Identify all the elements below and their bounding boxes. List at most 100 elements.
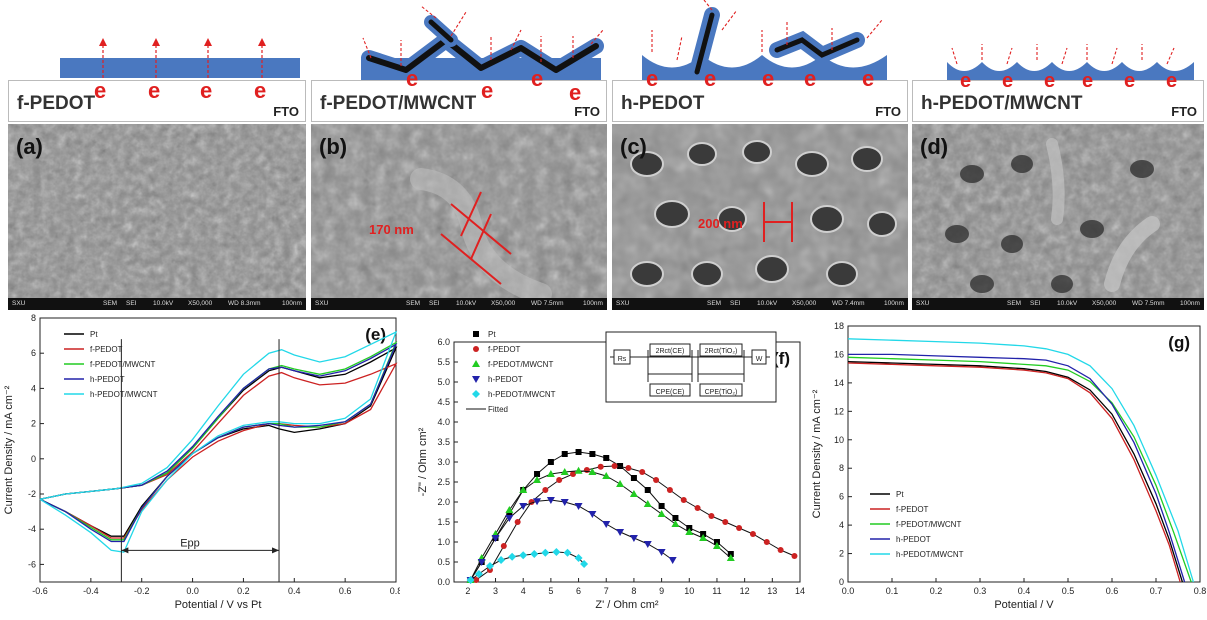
x-tick-label: 0.5: [1062, 586, 1075, 596]
circuit-label: W: [756, 356, 763, 363]
series-line-h-pedot: [39, 342, 398, 543]
electron-label: e: [94, 78, 107, 103]
electron-label: e: [762, 66, 775, 91]
electron-arrows: [651, 0, 883, 61]
electron-label: e: [531, 66, 544, 91]
y-tick-label: 1.0: [437, 537, 450, 547]
sem-footer-text: SEI: [730, 300, 741, 307]
data-point: [668, 557, 677, 564]
data-point: [671, 520, 680, 527]
sem-footer-text: 10.0kV: [153, 300, 174, 307]
schematic-h-pedot-mwcnt: h-PEDOT/MWCNT FTO e e e e e e: [912, 0, 1204, 124]
y-tick-label: 5.0: [437, 377, 450, 387]
data-point: [617, 463, 624, 469]
y-tick-label: 4: [31, 383, 36, 393]
data-point: [672, 515, 679, 521]
panel-title: f-PEDOT/MWCNT: [320, 93, 477, 114]
x-tick-label: 14: [795, 586, 805, 596]
y-tick-label: 12: [834, 406, 844, 416]
film-diagram: [361, 5, 604, 80]
data-point: [563, 548, 572, 557]
sem-texture: [8, 124, 306, 310]
data-point: [556, 477, 563, 483]
x-tick-label: 0.6: [339, 586, 352, 596]
legend-label: Pt: [896, 490, 904, 499]
electron-label: e: [148, 78, 161, 103]
film-layer: [947, 62, 1194, 80]
legend-label: f-PEDOT/MWCNT: [90, 360, 155, 369]
y-tick-label: 2: [839, 549, 844, 559]
electron-label: e: [1044, 70, 1056, 92]
legend-label: h-PEDOT: [488, 375, 523, 384]
data-point: [533, 476, 542, 483]
x-tick-label: 13: [767, 586, 777, 596]
data-point: [530, 550, 539, 558]
data-point: [474, 570, 483, 578]
x-tick-label: 5: [548, 586, 553, 596]
y-tick-label: 6: [839, 492, 844, 502]
data-point: [519, 551, 528, 560]
x-tick-label: 4: [521, 586, 526, 596]
sem-footer: SXU SEM SEI 10.0kV X50,000 WD 8.3mm 100n…: [8, 298, 306, 310]
data-point: [791, 553, 798, 559]
sem-footer-text: SXU: [315, 300, 329, 307]
x-tick-label: 0.6: [1106, 586, 1119, 596]
measure-lines: [763, 202, 793, 242]
data-point: [616, 529, 625, 536]
film-diagram: [642, 0, 887, 80]
y-tick-label: 0.5: [437, 557, 450, 567]
sem-footer-text: 100nm: [1180, 300, 1200, 307]
x-tick-label: 0.2: [237, 586, 250, 596]
circuit-element: [649, 343, 691, 357]
y-tick-label: 16: [834, 349, 844, 359]
electron-arrows: [951, 44, 1175, 65]
electron-label: e: [481, 78, 494, 103]
data-point: [534, 471, 541, 477]
data-point: [574, 554, 583, 562]
data-point: [666, 487, 673, 493]
schematic-h-pedot: h-PEDOT FTO e e e e e: [612, 0, 908, 124]
legend-label: h-PEDOT: [90, 375, 125, 384]
pores: [945, 155, 1154, 293]
data-point: [473, 577, 480, 583]
legend-label: f-PEDOT: [488, 345, 521, 354]
epp-label: Epp: [180, 537, 200, 549]
legend-marker: [473, 331, 479, 337]
epp-arrowhead-left: [121, 547, 129, 554]
electron-label: e: [1166, 70, 1178, 92]
data-point: [602, 472, 611, 479]
size-annotation: 200 nm: [698, 216, 743, 231]
electron-arrows: [102, 42, 263, 78]
data-point: [580, 560, 589, 568]
series-line-h-pedot: [848, 353, 1186, 583]
data-point: [625, 465, 632, 471]
y-tick-label: 1.5: [437, 517, 450, 527]
x-tick-label: 10: [684, 586, 694, 596]
data-point: [643, 541, 652, 548]
data-point: [736, 525, 743, 531]
circuit-element: [613, 349, 631, 365]
data-point: [570, 471, 577, 477]
x-tick-label: 11: [712, 586, 721, 596]
data-point: [519, 486, 528, 493]
circuit-label: 2Rct(CE): [656, 348, 685, 355]
data-point: [722, 519, 729, 525]
x-tick-label: 6: [576, 586, 581, 596]
schematic-f-pedot-mwcnt: f-PEDOT/MWCNT FTO e e e e: [311, 0, 607, 124]
data-point: [500, 543, 507, 549]
panel-title: f-PEDOT: [17, 93, 96, 114]
circuit-element: [699, 383, 743, 397]
data-point: [505, 506, 514, 513]
y-tick-label: 6.0: [437, 337, 450, 347]
y-tick-label: 2.5: [437, 477, 450, 487]
sem-footer-text: 10.0kV: [456, 300, 477, 307]
x-tick-label: 0.1: [886, 586, 899, 596]
x-tick-label: 3: [493, 586, 498, 596]
sem-footer-text: X50,000: [188, 300, 213, 307]
data-point: [713, 539, 720, 545]
x-tick-label: 12: [740, 586, 750, 596]
data-point: [602, 521, 611, 528]
data-point: [505, 515, 514, 522]
chart-e-cyclic-voltammetry: -0.6 -0.4 -0.2 0.0 0.2 0.4 0.6 0.8 -6 -4 -2 0 2 4 6 8 Po…: [3, 313, 400, 611]
data-point: [485, 562, 494, 570]
